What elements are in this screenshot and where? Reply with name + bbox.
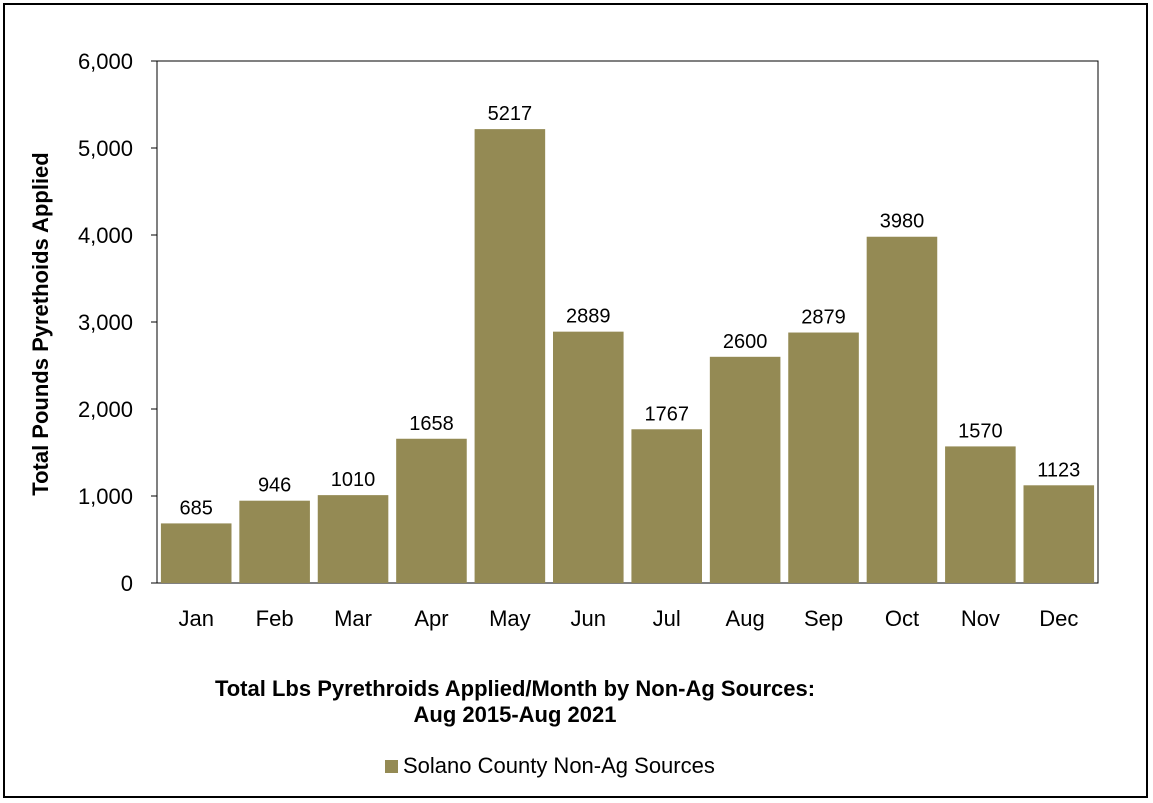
x-tick-label: Aug <box>726 606 765 631</box>
x-tick-label: Mar <box>334 606 372 631</box>
legend: Solano County Non-Ag Sources <box>385 753 715 779</box>
data-label: 1123 <box>1037 459 1080 481</box>
x-tick-label: Sep <box>804 606 843 631</box>
x-tick-label: Apr <box>414 606 448 631</box>
legend-label: Solano County Non-Ag Sources <box>403 753 715 778</box>
data-label: 2879 <box>801 307 846 329</box>
bar <box>945 446 1016 583</box>
data-label: 2600 <box>723 331 768 353</box>
data-labels-group: 685 946 1010 1658 5217 2889 1767 2600 2879 3980 15… <box>180 103 1081 519</box>
bar <box>709 356 781 583</box>
bar <box>1023 485 1095 583</box>
chart-caption: Total Lbs Pyrethroids Applied/Month by N… <box>0 676 1030 728</box>
x-tick-label: Jan <box>178 606 213 631</box>
x-tick-label: Jul <box>653 606 681 631</box>
chart-title: Total Lbs Pyrethroids Applied/Month by N… <box>214 676 816 701</box>
data-label: 946 <box>258 475 291 497</box>
bar <box>866 236 938 584</box>
x-tick-label: Feb <box>256 606 294 631</box>
bar <box>239 500 310 583</box>
data-label: 1010 <box>331 469 376 491</box>
x-tick-label: May <box>489 606 531 631</box>
bars-group <box>160 129 1095 584</box>
data-label: 2889 <box>566 306 611 328</box>
x-tick-label: Nov <box>961 606 1000 631</box>
x-axis-ticks: Jan Feb Mar Apr May Jun Jul Aug Sep Oct Nov Dec <box>178 606 1078 631</box>
y-tick-label: 6,000 <box>78 49 133 74</box>
data-label: 1658 <box>409 413 454 435</box>
bar <box>396 438 467 583</box>
x-tick-label: Jun <box>571 606 606 631</box>
y-tick-label: 0 <box>121 571 133 596</box>
data-label: 685 <box>180 497 213 519</box>
bar <box>788 332 859 583</box>
legend-swatch <box>385 759 398 773</box>
x-tick-label: Dec <box>1039 606 1078 631</box>
y-tick-label: 3,000 <box>78 310 133 335</box>
y-tick-label: 2,000 <box>78 397 133 422</box>
bar <box>631 429 702 583</box>
chart-subtitle: Aug 2015-Aug 2021 <box>413 702 617 727</box>
bar <box>317 495 389 583</box>
bar <box>553 331 624 583</box>
y-axis-title: Total Pounds Pyrethoids Applied <box>28 152 53 495</box>
y-tick-label: 5,000 <box>78 136 133 161</box>
data-label: 5217 <box>488 103 533 125</box>
data-label: 3980 <box>880 211 925 233</box>
data-label: 1570 <box>958 420 1003 442</box>
bar <box>160 523 232 583</box>
data-label: 1767 <box>644 403 689 425</box>
y-axis-ticks: 0 1,000 2,000 3,000 4,000 5,000 6,000 <box>78 49 157 596</box>
y-tick-label: 4,000 <box>78 223 133 248</box>
y-tick-label: 1,000 <box>78 484 133 509</box>
bar <box>474 129 546 583</box>
x-tick-label: Oct <box>885 606 919 631</box>
